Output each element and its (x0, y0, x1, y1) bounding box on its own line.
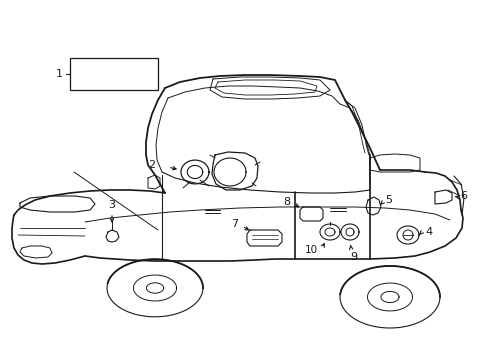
Text: 10: 10 (304, 245, 317, 255)
Bar (70, 58, 158, 90)
Text: 6: 6 (459, 191, 466, 201)
Text: 4: 4 (424, 227, 431, 237)
Text: 9: 9 (350, 252, 357, 262)
Text: 1: 1 (56, 69, 63, 79)
Text: 8: 8 (282, 197, 289, 207)
Text: 2: 2 (147, 160, 155, 170)
Text: 5: 5 (384, 195, 391, 205)
Text: 3: 3 (108, 200, 115, 210)
Text: 7: 7 (230, 219, 238, 229)
